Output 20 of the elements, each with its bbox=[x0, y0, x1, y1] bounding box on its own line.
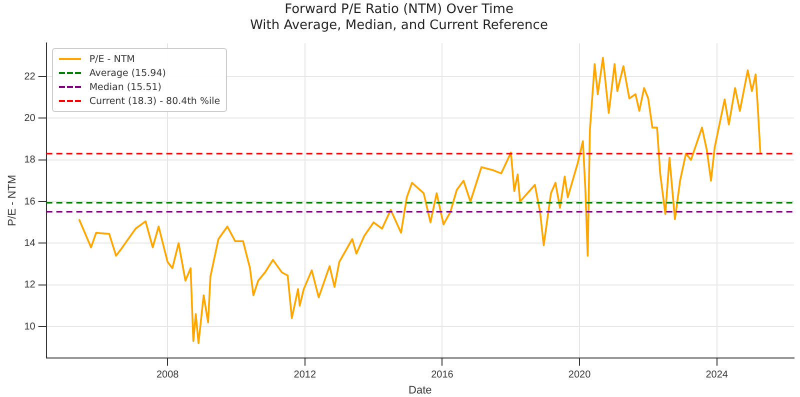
y-tick-label: 18 bbox=[24, 154, 36, 166]
legend-label: Median (15.51) bbox=[89, 82, 162, 93]
x-tick-label: 2024 bbox=[706, 370, 728, 381]
y-tick-label: 14 bbox=[24, 238, 36, 249]
y-tick-label: 16 bbox=[24, 196, 36, 208]
legend-label: Average (15.94) bbox=[89, 68, 166, 79]
y-tick-label: 20 bbox=[24, 112, 36, 124]
chart-subtitle: With Average, Median, and Current Reference bbox=[250, 18, 548, 33]
legend-label: P/E - NTM bbox=[89, 54, 135, 65]
y-tick-label: 22 bbox=[24, 71, 36, 82]
x-axis-title: Date bbox=[408, 384, 432, 396]
chart-title: Forward P/E Ratio (NTM) Over Time bbox=[284, 2, 514, 18]
legend-label: Current (18.3) - 80.4th %ile bbox=[89, 96, 220, 107]
x-tick-label: 2008 bbox=[156, 370, 180, 381]
x-tick-label: 2012 bbox=[294, 370, 316, 381]
y-tick-label: 12 bbox=[24, 280, 36, 291]
x-tick-label: 2020 bbox=[568, 370, 592, 381]
y-tick-label: 10 bbox=[24, 321, 36, 332]
x-tick-label: 2016 bbox=[431, 370, 454, 381]
y-axis-title: P/E - NTM bbox=[6, 174, 19, 226]
